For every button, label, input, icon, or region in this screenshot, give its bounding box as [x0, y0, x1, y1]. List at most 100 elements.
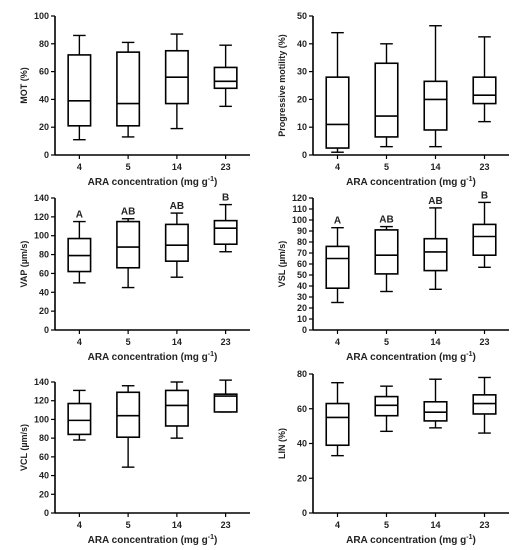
y-tick-label: 70 — [297, 248, 307, 258]
panel-vap: 0 20 40 60 80 100 120 140 VAP (µm/s) 4 A 5 AB 14 AB 23 B… — [19, 193, 250, 363]
y-axis-title: VAP (µm/s) — [19, 241, 29, 288]
x-tick-label: 4 — [77, 337, 82, 347]
y-axis-title: MOT (%) — [19, 67, 29, 104]
box-iqr — [67, 402, 92, 436]
box-iqr — [164, 223, 189, 262]
significance-letter: A — [76, 210, 83, 221]
y-axis-title: VCL (µm/s) — [19, 424, 29, 471]
y-tick-label: 0 — [44, 325, 49, 335]
significance-letter: B — [222, 193, 229, 204]
y-tick-label: 20 — [297, 473, 307, 483]
y-tick-label: 0 — [44, 508, 49, 518]
y-tick-label: 100 — [292, 215, 307, 225]
y-axis-title: Progressive motility (%) — [277, 34, 287, 137]
x-tick-label: 5 — [384, 162, 389, 172]
x-tick-label: 4 — [335, 337, 340, 347]
box-iqr — [213, 219, 238, 245]
box-iqr — [374, 229, 399, 275]
y-tick-label: 10 — [297, 314, 307, 324]
box-14 — [164, 212, 189, 278]
box-23 — [472, 36, 497, 123]
y-axis-title: LIN (%) — [277, 428, 287, 459]
box-5 — [116, 41, 141, 138]
y-tick-label: 40 — [297, 39, 307, 49]
box-iqr — [472, 223, 497, 256]
x-tick-label: 14 — [172, 162, 182, 172]
box-14 — [423, 25, 448, 148]
x-tick-label: 23 — [221, 162, 231, 172]
y-tick-label: 0 — [302, 508, 307, 518]
y-tick-label: 60 — [39, 268, 49, 278]
box-23 — [472, 201, 497, 268]
significance-letter: B — [481, 190, 488, 201]
y-tick-label: 120 — [34, 212, 49, 222]
box-23 — [472, 376, 497, 434]
x-axis-title: ARA concentration (mg g-1) — [88, 351, 218, 363]
x-tick-label: 23 — [221, 337, 231, 347]
box-iqr — [116, 220, 141, 269]
box-5 — [116, 385, 141, 468]
significance-letter: A — [334, 216, 341, 227]
y-tick-label: 20 — [297, 94, 307, 104]
x-tick-label: 23 — [479, 162, 489, 172]
x-tick-label: 5 — [384, 520, 389, 530]
y-tick-label: 80 — [39, 433, 49, 443]
x-tick-label: 4 — [335, 520, 340, 530]
box-iqr — [374, 395, 399, 417]
y-tick-label: 60 — [39, 67, 49, 77]
box-14 — [164, 381, 189, 439]
y-tick-label: 50 — [297, 11, 307, 21]
significance-letter: AB — [428, 196, 442, 207]
box-4 — [325, 381, 350, 457]
box-iqr — [423, 237, 448, 272]
x-axis-title: ARA concentration (mg g-1) — [346, 351, 476, 363]
y-tick-label: 60 — [39, 452, 49, 462]
box-4 — [67, 220, 92, 284]
x-tick-label: 14 — [172, 337, 182, 347]
box-iqr — [67, 54, 92, 127]
x-tick-label: 5 — [384, 337, 389, 347]
y-tick-label: 100 — [34, 231, 49, 241]
x-tick-label: 5 — [126, 162, 131, 172]
y-tick-label: 20 — [39, 306, 49, 316]
y-tick-label: 40 — [39, 287, 49, 297]
x-tick-label: 5 — [126, 337, 131, 347]
x-tick-label: 14 — [430, 337, 440, 347]
box-iqr — [116, 51, 141, 127]
box-4 — [67, 34, 92, 141]
y-tick-label: 140 — [34, 193, 49, 203]
y-tick-label: 120 — [34, 396, 49, 406]
y-tick-label: 50 — [297, 270, 307, 280]
y-tick-label: 140 — [34, 377, 49, 387]
box-23 — [213, 44, 238, 108]
box-5 — [116, 218, 141, 289]
y-tick-label: 30 — [297, 292, 307, 302]
box-14 — [423, 378, 448, 429]
x-tick-label: 23 — [221, 520, 231, 530]
y-tick-label: 80 — [39, 39, 49, 49]
box-5 — [374, 225, 399, 293]
box-iqr — [164, 389, 189, 427]
y-tick-label: 10 — [297, 122, 307, 132]
box-5 — [374, 385, 399, 433]
box-iqr — [423, 80, 448, 131]
x-tick-label: 23 — [479, 337, 489, 347]
box-iqr — [116, 391, 141, 439]
box-14 — [423, 207, 448, 290]
y-tick-label: 110 — [292, 204, 307, 214]
x-axis-title: ARA concentration (mg g-1) — [88, 176, 218, 188]
y-tick-label: 30 — [297, 67, 307, 77]
box-iqr — [423, 400, 448, 422]
box-5 — [374, 43, 399, 148]
y-tick-label: 40 — [39, 471, 49, 481]
y-tick-label: 0 — [302, 325, 307, 335]
x-tick-label: 5 — [126, 520, 131, 530]
y-tick-label: 100 — [34, 414, 49, 424]
y-tick-label: 40 — [297, 281, 307, 291]
x-tick-label: 4 — [77, 520, 82, 530]
significance-letter: AB — [379, 215, 393, 226]
